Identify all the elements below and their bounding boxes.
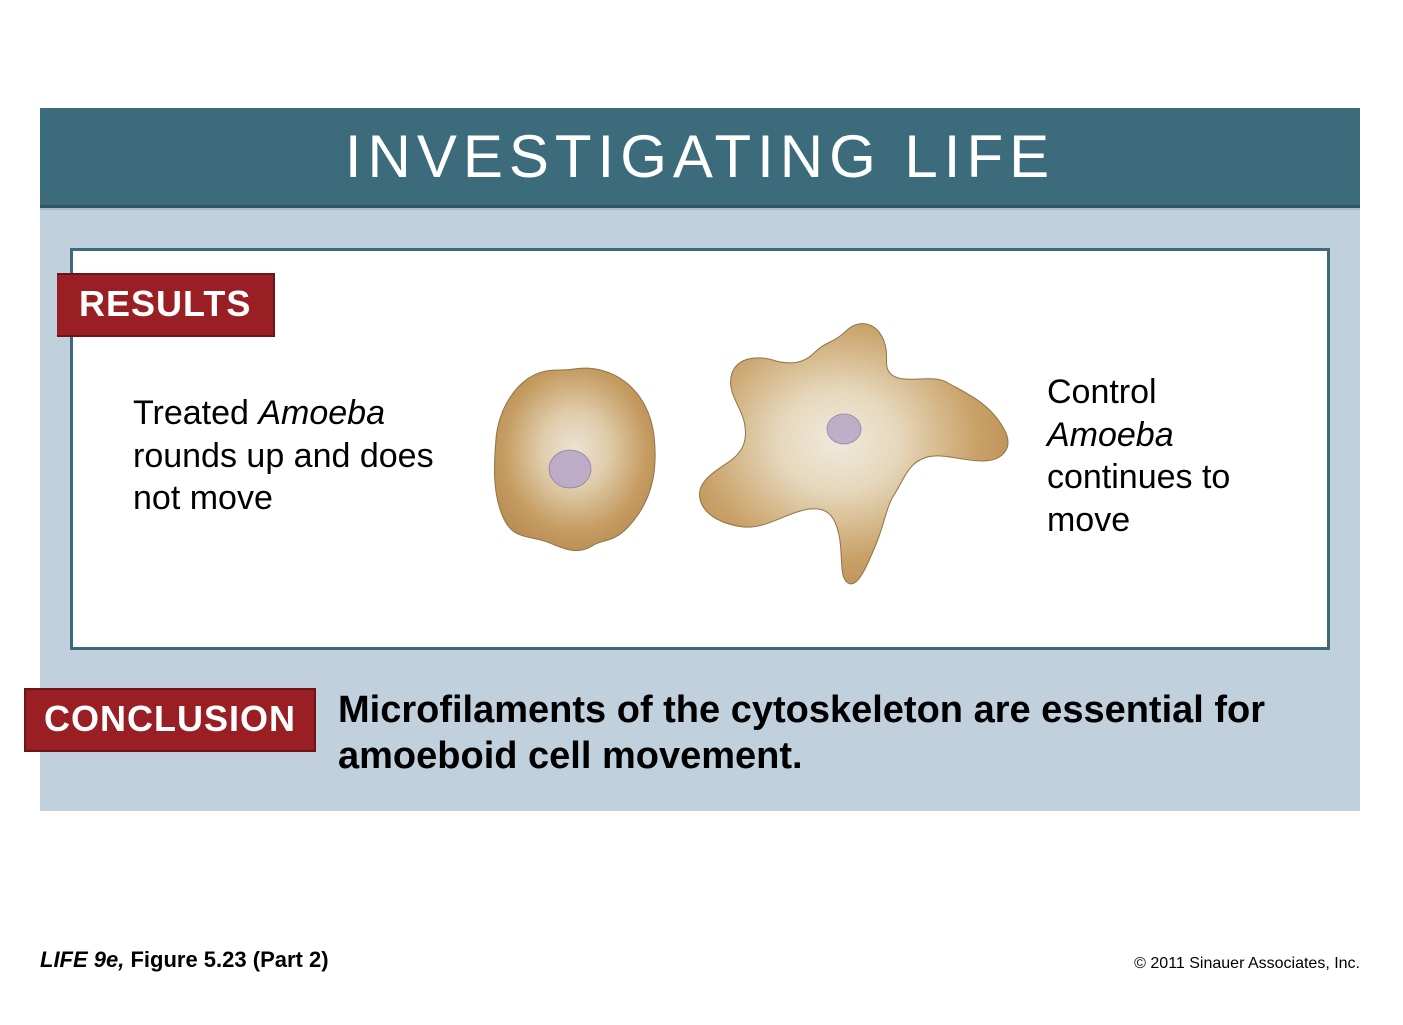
footer: LIFE 9e, Figure 5.23 (Part 2) © 2011 Sin…: [40, 947, 1360, 973]
conclusion-tag: CONCLUSION: [24, 688, 316, 752]
results-box: RESULTS Treated Amoeba rounds up and doe…: [70, 248, 1330, 650]
figure: INVESTIGATING LIFE RESULTS Treated Amoeb…: [40, 108, 1360, 811]
treated-text-1: Treated: [133, 394, 258, 432]
footer-figure: Figure 5.23 (Part 2): [124, 947, 328, 972]
results-tag: RESULTS: [57, 273, 275, 337]
treated-label: Treated Amoeba rounds up and does not mo…: [133, 392, 453, 520]
footer-book: LIFE 9e,: [40, 947, 124, 972]
body-panel: RESULTS Treated Amoeba rounds up and doe…: [40, 208, 1360, 811]
footer-left: LIFE 9e, Figure 5.23 (Part 2): [40, 947, 329, 973]
control-text-1: Control: [1047, 373, 1157, 411]
conclusion-text: Microfilaments of the cytoskeleton are e…: [338, 688, 1332, 779]
control-label: Control Amoeba continues to move: [1047, 371, 1287, 541]
conclusion-row: CONCLUSION Microfilaments of the cytoske…: [24, 688, 1332, 779]
banner: INVESTIGATING LIFE: [40, 108, 1360, 208]
control-text-italic: Amoeba: [1047, 416, 1174, 454]
treated-text-2: rounds up and does not move: [133, 437, 434, 518]
treated-text-italic: Amoeba: [258, 394, 385, 432]
control-amoeba-illustration: [686, 311, 1016, 601]
banner-title: INVESTIGATING LIFE: [345, 122, 1055, 191]
treated-amoeba-illustration: [474, 351, 674, 561]
control-text-2: continues to move: [1047, 458, 1230, 539]
footer-copyright: © 2011 Sinauer Associates, Inc.: [1134, 955, 1360, 973]
